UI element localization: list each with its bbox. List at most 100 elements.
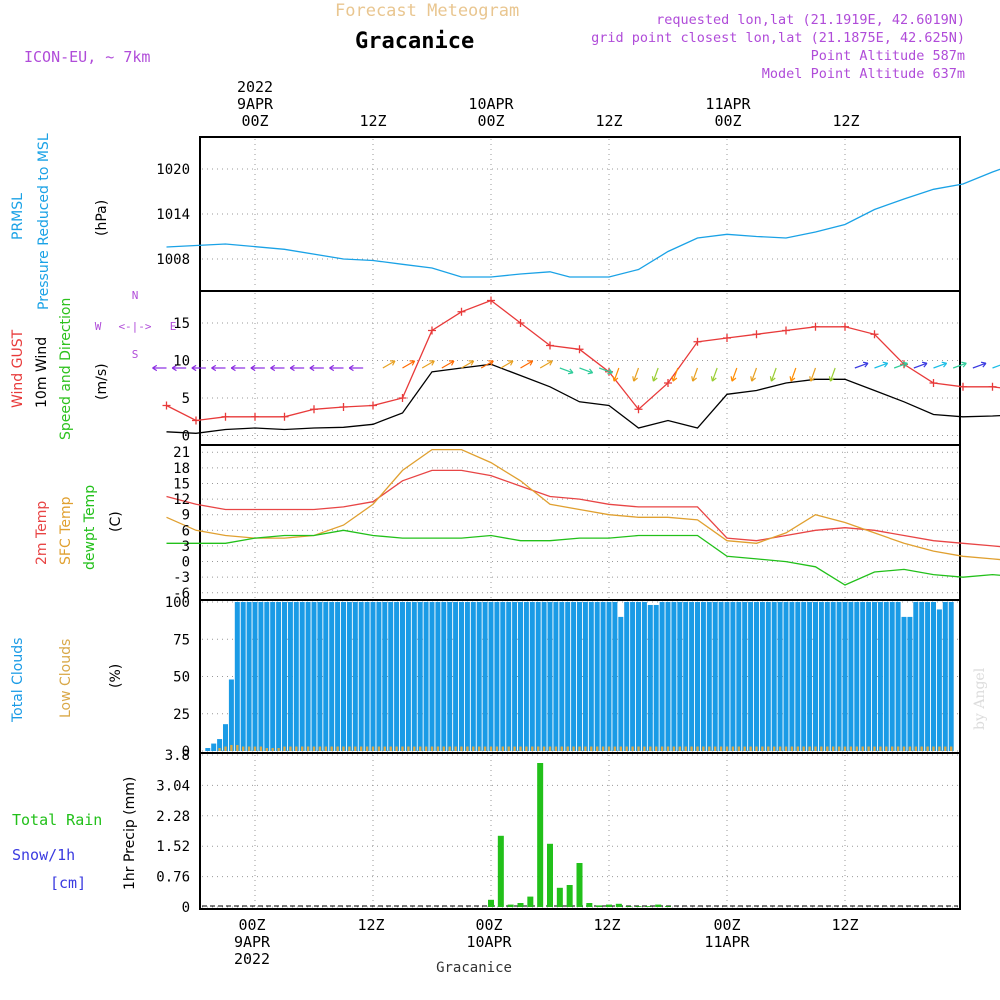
total-cloud-bar [653,604,659,751]
low-cloud-bar [295,746,298,751]
y-tick-label: -6 [173,586,190,602]
y-tick-label: 0 [182,555,190,571]
gust-marker [221,412,230,421]
low-cloud-bar [849,746,853,751]
rain-bar [615,903,622,907]
wind-arrow-head [547,360,553,366]
low-cloud-bar [566,746,569,751]
total-cloud-bar [830,602,836,751]
low-cloud-bar [448,746,451,751]
gust-marker [811,322,820,331]
low-cloud-bar [330,746,333,751]
wind-arrow [751,367,758,382]
total-cloud-bar [453,602,459,751]
total-cloud-bar [577,602,582,751]
location-title: Gracanice [355,29,474,54]
low-cloud-bar [472,746,475,751]
top-tick-l2: 10APR [468,95,514,113]
total-cloud-bar [217,739,223,751]
low-cloud-bar [289,746,292,751]
bottom-tick-l2: 9APR [234,933,271,951]
compass-legend: N S W E <-|-> [95,289,177,361]
total-cloud-bar [270,602,276,751]
total-cloud-bar [370,602,376,751]
gust-marker [693,337,702,346]
wind-arrow-head [612,376,619,382]
wind-arrow [711,367,718,382]
total-cloud-bar [700,602,706,751]
low-cloud-bar [637,746,640,751]
wind-arrow [613,367,620,382]
total-cloud-bar [718,602,724,751]
low-cloud-bar [784,746,788,751]
low-cloud-bar [950,746,953,751]
total-cloud-bar [346,602,352,751]
total-cloud-bar [565,602,571,751]
total-cloud-bar [948,602,954,751]
total-cloud-bar [459,602,464,751]
dewpt-label: dewpt Temp [82,485,98,570]
low-cloud-bar [778,746,782,751]
low-cloud-bar [690,746,693,751]
wind-arrow [913,362,928,369]
y-tick-label: 0.76 [156,870,190,886]
clouds-unit: (%) [108,664,124,688]
top-time-axis: 2022 9APR 00Z 12Z 10APR 00Z 12Z 11APR 00… [237,78,860,130]
wind-arrow [579,367,593,374]
total-cloud-bar [500,602,506,751]
y-tick-label: 5 [182,391,190,407]
rain-bar [586,903,593,907]
wind-arrow-head [389,360,396,366]
wind-arrow-head [152,364,158,372]
total-cloud-bar [872,602,877,751]
y-tick-label: 0 [182,900,190,916]
rain-bar [527,896,534,907]
low-cloud-bar [424,746,428,751]
total-cloud-bar [895,602,901,751]
y-tick-label: 0 [182,429,190,445]
total-cloud-bar [329,602,335,751]
rain-bar [625,906,632,907]
total-cloud-bar [759,602,765,751]
total-cloud-bar [771,602,777,751]
wind-arrow-head [171,364,177,372]
watermark: by Angel [972,667,988,730]
wind-arrow [770,367,777,382]
cm-label: [cm] [50,874,86,892]
top-tick-l2: 9APR [237,95,274,113]
low-cloud-bar [537,746,540,751]
low-cloud-bar [944,746,947,751]
low-cloud-bar [383,746,386,751]
wind-unit: (m/s) [94,363,110,400]
chart-title-faint: Forecast Meteogram [335,1,519,21]
compass-west: W [95,320,102,333]
wind-arrow [539,360,553,369]
direction-label: Speed and Direction [58,298,74,440]
chart-marks [152,168,1000,907]
total-cloud-bar [429,602,435,751]
total-cloud-bar [742,602,748,751]
wind-arrow-head [567,368,574,375]
total-cloud-bar [506,602,512,751]
wind-arrow [461,360,474,369]
gust-marker [546,341,554,350]
total-cloud-bar [919,602,925,751]
total-cloud-bar [824,602,830,751]
top-tick-l3: 12Z [832,112,859,130]
low-cloud-bar [773,746,776,751]
rain-bar [655,904,662,907]
low-cloud-bar [678,746,681,751]
snow-label: Snow/1h [12,846,75,864]
low-cloud-bar [460,746,463,751]
low-cloud-bar [749,746,752,751]
total-cloud-bar [571,602,577,751]
total-cloud-bar [417,602,423,751]
total-cloud-bar [523,602,529,751]
low-cloud-bar [236,745,239,751]
y-tick-label: 15 [173,476,190,492]
low-cloud-bar [802,746,805,751]
wind-arrow [874,362,888,369]
total-cloud-bar [659,602,665,751]
low-cloud-bar [932,746,935,751]
wind-arrow [520,360,533,369]
